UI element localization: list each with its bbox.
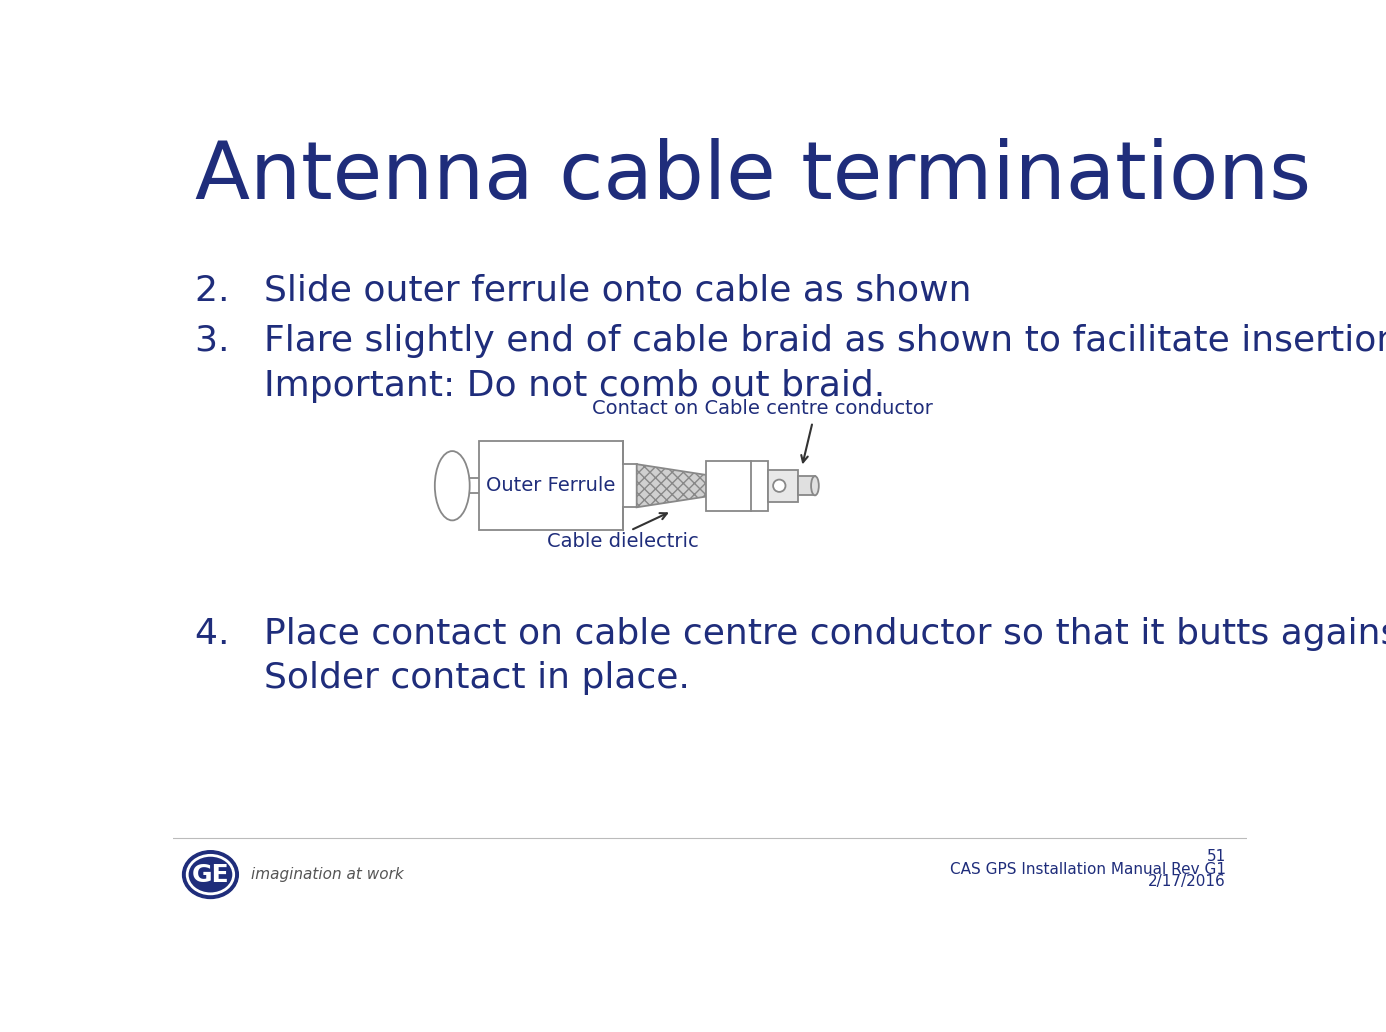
Text: Contact on Cable centre conductor: Contact on Cable centre conductor	[592, 399, 933, 418]
Ellipse shape	[183, 850, 238, 899]
Bar	[480, 442, 622, 530]
Text: Cable dielectric: Cable dielectric	[547, 531, 699, 551]
Bar	[768, 470, 798, 502]
Text: 3.   Flare slightly end of cable braid as shown to facilitate insertion of inner: 3. Flare slightly end of cable braid as …	[195, 324, 1386, 358]
Ellipse shape	[811, 476, 819, 495]
Text: imagination at work: imagination at work	[251, 867, 403, 882]
Text: CAS GPS Installation Manual Rev G1: CAS GPS Installation Manual Rev G1	[949, 862, 1225, 876]
Text: 51: 51	[1206, 849, 1225, 864]
Circle shape	[773, 480, 786, 492]
Ellipse shape	[435, 451, 470, 520]
Bar	[798, 476, 815, 495]
Text: Antenna cable terminations: Antenna cable terminations	[195, 137, 1311, 216]
Text: GE: GE	[191, 863, 229, 886]
Text: 2.   Slide outer ferrule onto cable as shown: 2. Slide outer ferrule onto cable as sho…	[195, 273, 972, 308]
Polygon shape	[636, 464, 707, 508]
Bar	[707, 460, 768, 511]
Text: 4.   Place contact on cable centre conductor so that it butts against cable diel: 4. Place contact on cable centre conduct…	[195, 617, 1386, 650]
Ellipse shape	[187, 856, 234, 894]
Text: Solder contact in place.: Solder contact in place.	[195, 662, 690, 696]
Text: 2/17/2016: 2/17/2016	[1148, 874, 1225, 889]
Text: Important: Do not comb out braid.: Important: Do not comb out braid.	[195, 368, 886, 402]
Text: Outer Ferrule: Outer Ferrule	[486, 476, 615, 495]
